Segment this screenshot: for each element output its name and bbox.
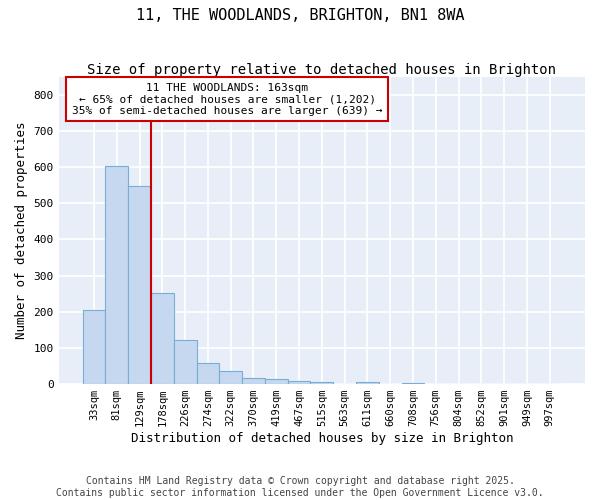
- Bar: [401, 382, 424, 384]
- Bar: [197, 364, 220, 384]
- Bar: [356, 382, 379, 384]
- Bar: [310, 382, 333, 384]
- Text: 11, THE WOODLANDS, BRIGHTON, BN1 8WA: 11, THE WOODLANDS, BRIGHTON, BN1 8WA: [136, 8, 464, 22]
- Bar: [265, 379, 287, 384]
- Bar: [220, 371, 242, 384]
- Bar: [128, 186, 151, 384]
- Bar: [151, 294, 174, 384]
- Y-axis label: Number of detached properties: Number of detached properties: [15, 122, 28, 339]
- Bar: [106, 166, 128, 384]
- Bar: [83, 310, 106, 384]
- X-axis label: Distribution of detached houses by size in Brighton: Distribution of detached houses by size …: [131, 432, 513, 445]
- Text: 11 THE WOODLANDS: 163sqm
← 65% of detached houses are smaller (1,202)
35% of sem: 11 THE WOODLANDS: 163sqm ← 65% of detach…: [72, 82, 382, 116]
- Bar: [242, 378, 265, 384]
- Bar: [287, 381, 310, 384]
- Text: Contains HM Land Registry data © Crown copyright and database right 2025.
Contai: Contains HM Land Registry data © Crown c…: [56, 476, 544, 498]
- Title: Size of property relative to detached houses in Brighton: Size of property relative to detached ho…: [88, 62, 556, 76]
- Bar: [174, 340, 197, 384]
